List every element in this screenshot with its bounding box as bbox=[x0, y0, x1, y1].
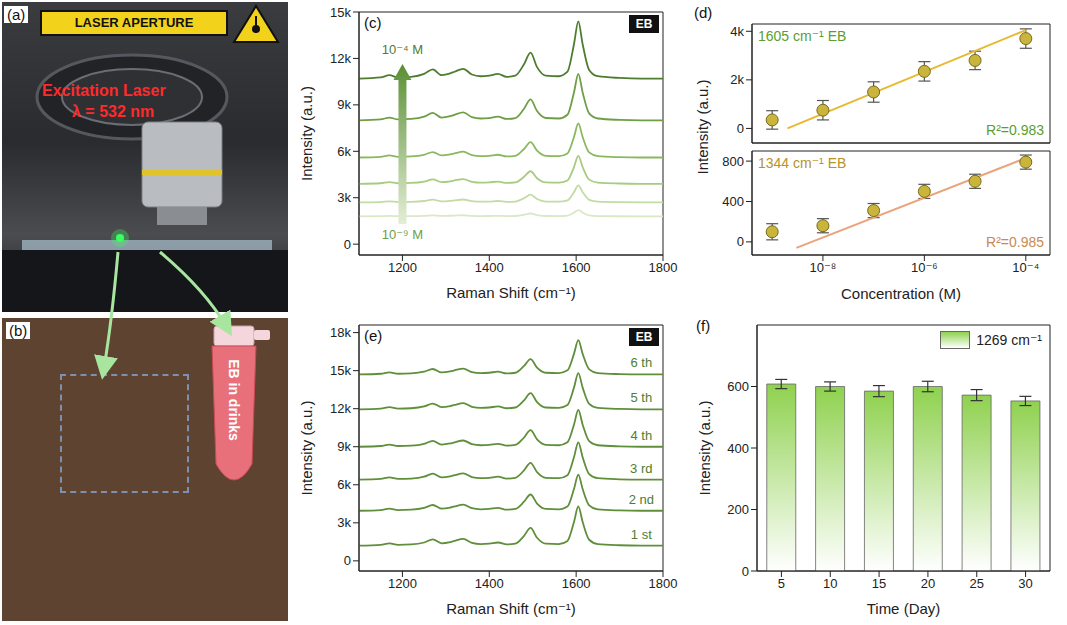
html-text:1269 cm⁻¹: 1269 cm⁻¹ bbox=[976, 332, 1042, 348]
html-text:(c): (c) bbox=[364, 14, 382, 31]
svg-text:3k: 3k bbox=[337, 190, 351, 205]
svg-text:1400: 1400 bbox=[475, 576, 504, 591]
svg-text:2 nd: 2 nd bbox=[629, 492, 654, 507]
svg-text:10⁻⁸: 10⁻⁸ bbox=[810, 260, 837, 275]
svg-text:Concentration (M): Concentration (M) bbox=[841, 285, 961, 302]
html-text:Excitation Laser: Excitation Laser bbox=[42, 82, 166, 99]
html-text:LASER APERTURE: LASER APERTURE bbox=[74, 15, 194, 30]
svg-text:20: 20 bbox=[921, 576, 935, 591]
svg-text:1800: 1800 bbox=[649, 260, 678, 275]
svg-text:15k: 15k bbox=[330, 363, 351, 378]
svg-text:Time (Day): Time (Day) bbox=[867, 600, 941, 617]
html-text:(f): (f) bbox=[696, 317, 711, 334]
svg-text:15: 15 bbox=[872, 576, 886, 591]
svg-text:18k: 18k bbox=[330, 325, 351, 340]
html-text:(d): (d) bbox=[694, 4, 713, 21]
svg-text:Raman Shift (cm⁻¹): Raman Shift (cm⁻¹) bbox=[446, 600, 576, 617]
svg-text:1800: 1800 bbox=[649, 576, 678, 591]
svg-text:3 rd: 3 rd bbox=[630, 461, 652, 476]
svg-text:1600: 1600 bbox=[562, 576, 591, 591]
svg-text:25: 25 bbox=[970, 576, 984, 591]
html-text:EB in drinks: EB in drinks bbox=[226, 359, 242, 441]
svg-text:Intensity (a.u.): Intensity (a.u.) bbox=[694, 79, 711, 174]
svg-text:0: 0 bbox=[742, 564, 749, 579]
svg-text:4k: 4k bbox=[730, 24, 744, 39]
svg-text:1200: 1200 bbox=[388, 576, 417, 591]
svg-text:800: 800 bbox=[722, 154, 744, 169]
svg-text:12k: 12k bbox=[330, 401, 351, 416]
html-text:(b): (b) bbox=[9, 322, 28, 339]
svg-text:2k: 2k bbox=[730, 72, 744, 87]
svg-text:Intensity (a.u.): Intensity (a.u.) bbox=[298, 400, 315, 495]
svg-text:1600: 1600 bbox=[562, 260, 591, 275]
svg-text:15k: 15k bbox=[330, 5, 351, 20]
html-text:10⁻⁴ M: 10⁻⁴ M bbox=[381, 42, 424, 57]
svg-text:400: 400 bbox=[722, 194, 744, 209]
html-text:EB: EB bbox=[635, 330, 653, 344]
svg-text:9k: 9k bbox=[337, 97, 351, 112]
svg-text:10: 10 bbox=[823, 576, 837, 591]
html-text:10⁻⁹ M: 10⁻⁹ M bbox=[381, 227, 424, 242]
svg-text:200: 200 bbox=[727, 502, 749, 517]
html-text:λ = 532 nm: λ = 532 nm bbox=[72, 103, 155, 120]
html-text:(e): (e) bbox=[364, 327, 383, 344]
svg-text:5: 5 bbox=[778, 576, 785, 591]
svg-text:0: 0 bbox=[344, 553, 351, 568]
svg-text:6 th: 6 th bbox=[630, 355, 652, 370]
svg-text:Intensity (a.u.): Intensity (a.u.) bbox=[298, 86, 315, 181]
svg-text:30: 30 bbox=[1018, 576, 1032, 591]
html-text:R²=0.985: R²=0.985 bbox=[986, 234, 1044, 250]
svg-text:3k: 3k bbox=[337, 515, 351, 530]
html-text:1605 cm⁻¹ EB: 1605 cm⁻¹ EB bbox=[758, 28, 847, 44]
svg-text:0: 0 bbox=[344, 237, 351, 252]
html-text:1344 cm⁻¹ EB: 1344 cm⁻¹ EB bbox=[758, 155, 847, 171]
svg-text:10⁻⁶: 10⁻⁶ bbox=[911, 260, 938, 275]
svg-text:1400: 1400 bbox=[475, 260, 504, 275]
html-text:R²=0.983: R²=0.983 bbox=[986, 122, 1044, 138]
svg-text:0: 0 bbox=[737, 234, 744, 249]
svg-text:1 st: 1 st bbox=[631, 527, 652, 542]
svg-text:Raman Shift (cm⁻¹): Raman Shift (cm⁻¹) bbox=[446, 284, 576, 301]
svg-text:6k: 6k bbox=[337, 477, 351, 492]
html-text:EB: EB bbox=[635, 17, 653, 31]
svg-text:Intensity (a.u.): Intensity (a.u.) bbox=[696, 400, 713, 495]
svg-text:6k: 6k bbox=[337, 144, 351, 159]
svg-text:12k: 12k bbox=[330, 51, 351, 66]
svg-text:400: 400 bbox=[727, 441, 749, 456]
svg-text:4 th: 4 th bbox=[630, 428, 652, 443]
svg-text:5 th: 5 th bbox=[630, 390, 652, 405]
svg-text:0: 0 bbox=[737, 121, 744, 136]
html-text:(a): (a) bbox=[7, 6, 26, 23]
svg-text:600: 600 bbox=[727, 379, 749, 394]
svg-text:9k: 9k bbox=[337, 439, 351, 454]
svg-text:10⁻⁴: 10⁻⁴ bbox=[1012, 260, 1039, 275]
svg-text:1200: 1200 bbox=[388, 260, 417, 275]
